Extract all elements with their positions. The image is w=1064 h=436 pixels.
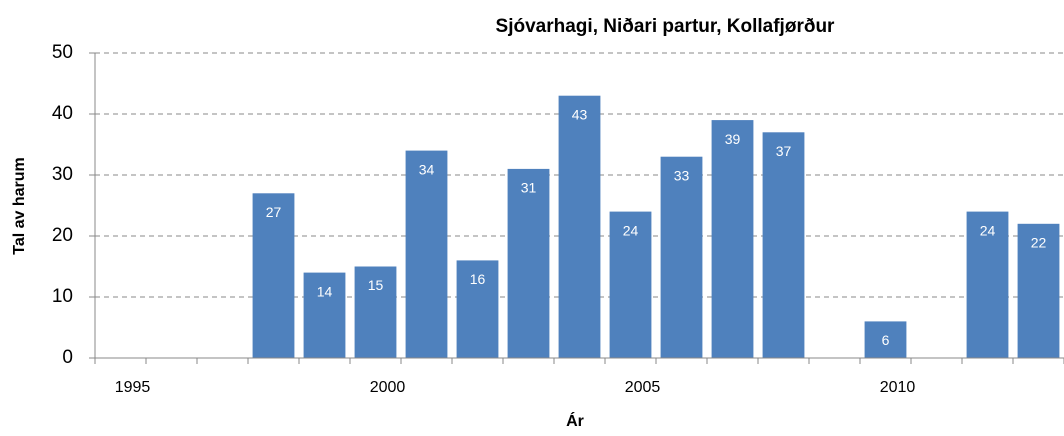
bar bbox=[711, 120, 754, 358]
x-tick-label: 2010 bbox=[880, 379, 916, 396]
bar bbox=[660, 156, 703, 358]
value-label: 37 bbox=[776, 143, 792, 159]
x-tick-label: 1995 bbox=[115, 379, 151, 396]
y-tick-label: 30 bbox=[52, 164, 73, 185]
x-tick-label: 2000 bbox=[370, 379, 406, 396]
bar bbox=[864, 321, 907, 358]
value-label: 24 bbox=[623, 222, 639, 238]
value-label: 6 bbox=[882, 332, 890, 348]
x-tick-label: 2005 bbox=[625, 379, 661, 396]
y-tick-label: 10 bbox=[52, 286, 73, 307]
bar bbox=[354, 266, 397, 358]
y-axis-title: Tal av harum bbox=[11, 157, 28, 255]
value-label: 33 bbox=[674, 167, 690, 183]
value-label: 14 bbox=[317, 283, 333, 299]
bar bbox=[456, 260, 499, 358]
value-label: 27 bbox=[266, 204, 282, 220]
y-tick-label: 20 bbox=[52, 225, 73, 246]
bar bbox=[1017, 223, 1060, 358]
bar bbox=[303, 272, 346, 358]
value-label: 16 bbox=[470, 271, 486, 287]
value-label: 15 bbox=[368, 277, 384, 293]
bar bbox=[252, 193, 295, 358]
y-tick-label: 50 bbox=[52, 42, 73, 63]
bar bbox=[405, 150, 448, 358]
value-label: 34 bbox=[419, 161, 435, 177]
value-label: 43 bbox=[572, 106, 588, 122]
chart-title: Sjóvarhagi, Niðari partur, Kollafjørður bbox=[496, 16, 835, 37]
y-tick-label: 40 bbox=[52, 103, 73, 124]
value-label: 31 bbox=[521, 180, 537, 196]
bar bbox=[609, 211, 652, 358]
value-label: 39 bbox=[725, 131, 741, 147]
value-label: 22 bbox=[1031, 235, 1047, 251]
y-tick-label: 0 bbox=[62, 347, 73, 368]
bar bbox=[966, 211, 1009, 358]
bar bbox=[762, 132, 805, 358]
value-label: 24 bbox=[980, 222, 996, 238]
x-axis-title: Ár bbox=[566, 411, 584, 430]
bar bbox=[507, 168, 550, 358]
bar bbox=[558, 95, 601, 358]
